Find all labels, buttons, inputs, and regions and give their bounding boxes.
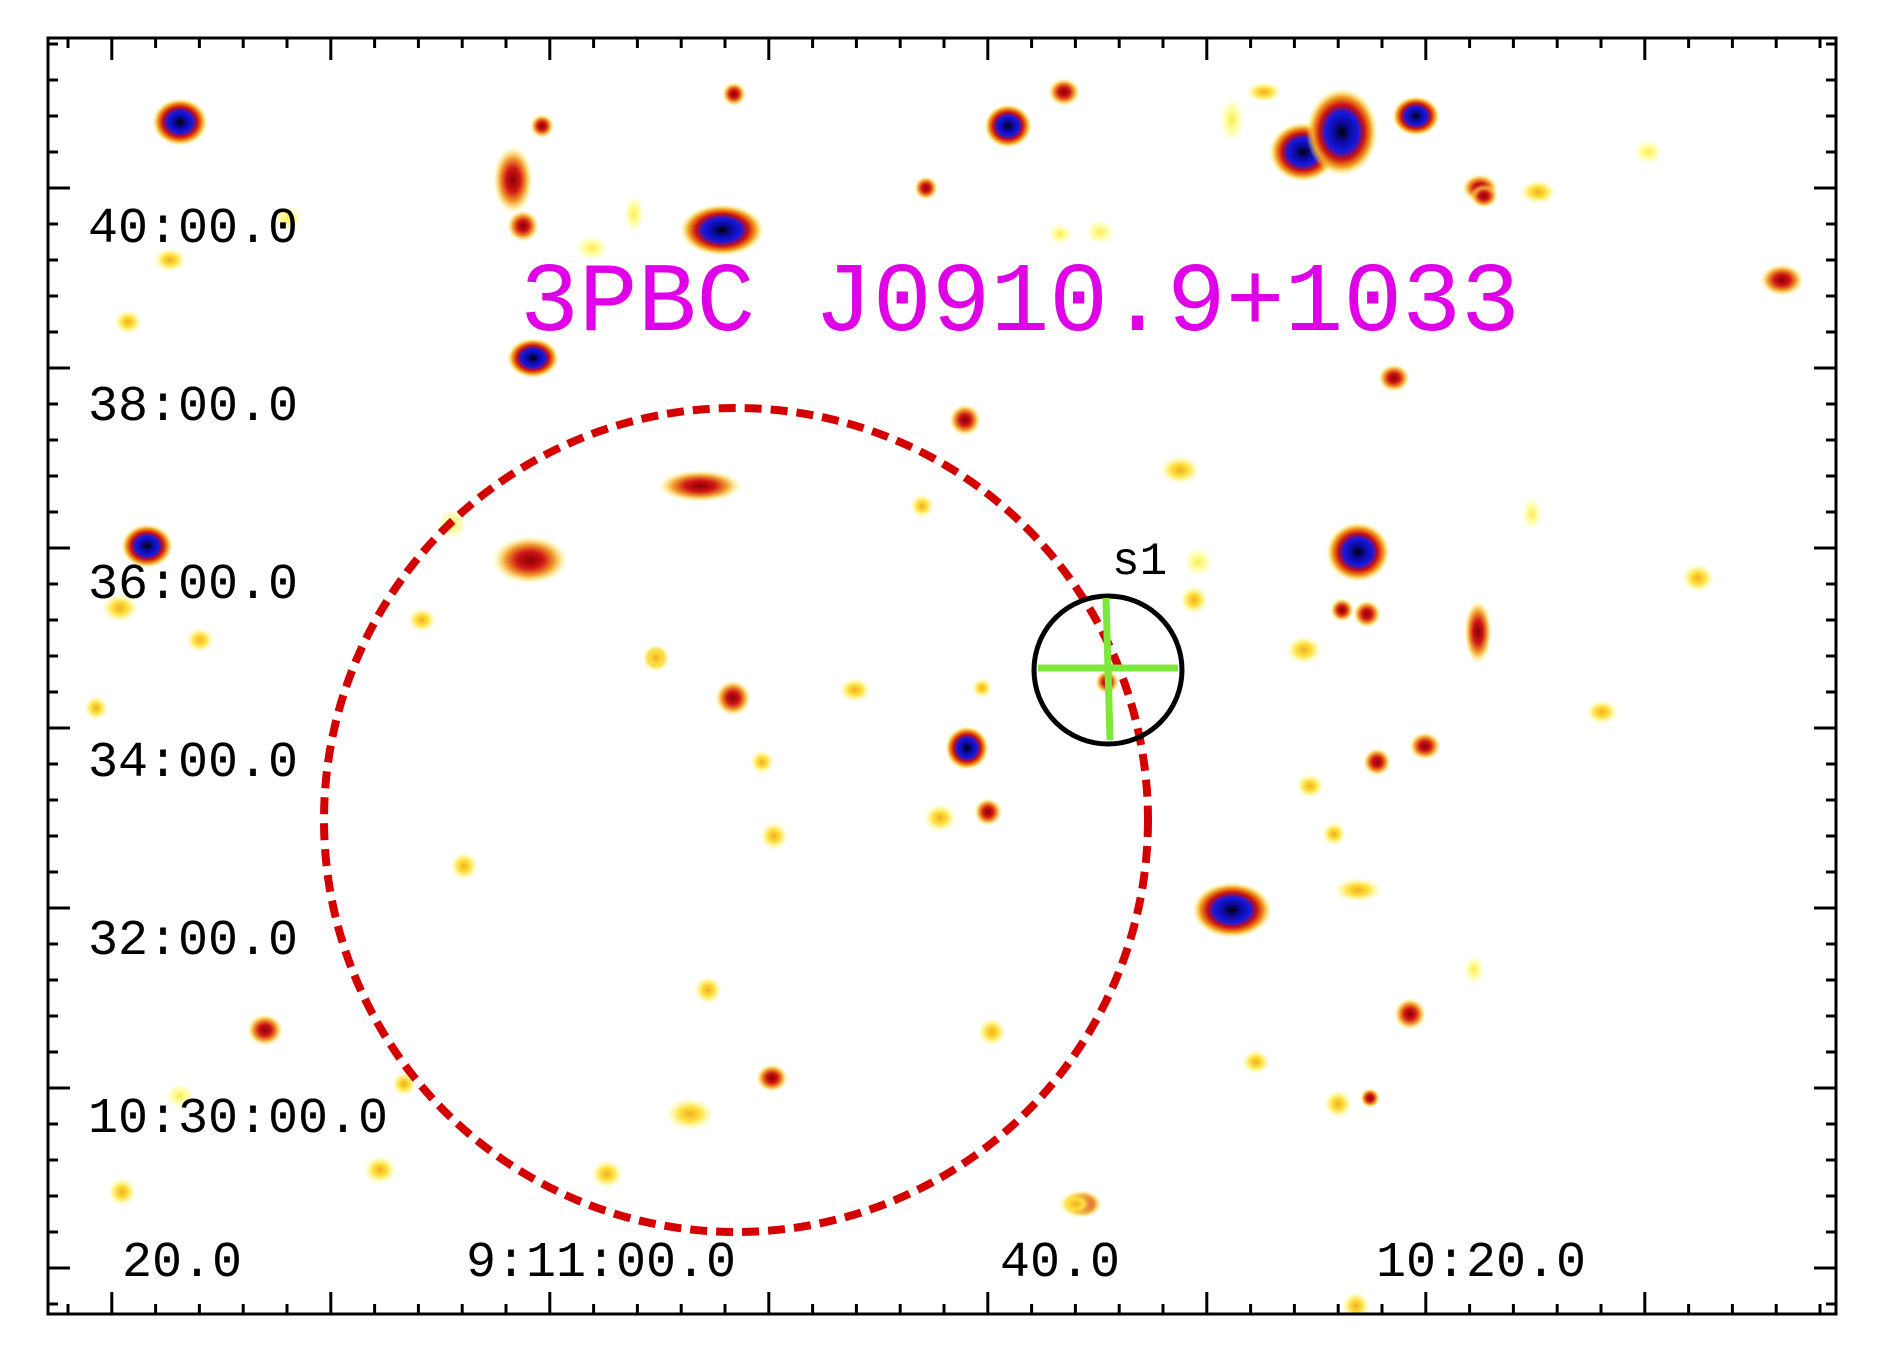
source-circle-s1 [1031,593,1185,747]
dec-label: 36:00.0 [88,557,298,614]
source-blob [1048,224,1072,244]
ra-label: 20.0 [122,1235,242,1292]
image-frame [46,36,1838,1316]
source-blob [1180,586,1208,614]
source-blob [1409,732,1441,760]
source-blob [1242,1050,1270,1074]
source-blob [1464,956,1484,984]
source-blob [591,1160,623,1188]
plot-title: 3PBC J0910.9+1033 [520,249,1520,360]
source-blob [166,1084,194,1108]
source-blob [1342,1292,1370,1314]
source-blob [1160,456,1200,484]
source-blob [658,470,742,502]
source-blob [1220,98,1244,142]
source-blob [1520,180,1556,204]
source-blob [1048,78,1080,106]
ra-label: 10:20.0 [1376,1235,1586,1292]
source-blob [1634,140,1662,164]
source-blob [1682,564,1714,592]
source-blob [364,1156,396,1184]
axis-ticks [48,38,1836,1314]
source-blob [1286,636,1322,664]
source-blob [910,494,934,518]
dec-label: 10:30:00.0 [88,1091,388,1148]
source-blob [1192,882,1272,938]
error-ellipse [320,404,1152,1236]
source-blob [450,852,478,880]
source-blob [108,1178,136,1206]
dec-label: 38:00.0 [88,379,298,436]
source-blob [914,176,938,200]
source-blob [756,1064,788,1092]
source-blob [1464,600,1492,664]
source-blob [1326,522,1390,582]
source-blob [154,248,186,272]
source-blob [1353,600,1381,628]
source-blob [114,310,142,334]
source-blob [507,210,539,242]
dec-label: 34:00.0 [88,735,298,792]
source-label-s1: s1 [1112,536,1167,588]
source-blob [576,236,608,260]
source-blob [1246,82,1282,102]
source-blob [102,594,138,622]
source-blob [1322,822,1346,846]
dec-label: 32:00.0 [88,913,298,970]
source-blob [666,1098,714,1130]
source-blob [530,114,554,138]
source-blob [760,822,788,850]
source-blob [1330,598,1354,622]
source-blob [1184,548,1212,576]
source-blob [1324,1090,1352,1118]
source-blob [493,146,533,214]
source-blob [84,696,108,720]
source-blob [492,536,568,584]
source-blob [984,104,1032,148]
source-blob [507,338,559,378]
source-blob [247,1014,283,1046]
source-blob [152,98,208,146]
source-blob [1392,96,1440,136]
source-blob [1306,88,1378,176]
source-blob [924,804,956,832]
source-blob [1334,878,1382,902]
source-blob [722,82,746,106]
source-blob [1363,748,1391,776]
source-blob [1470,184,1498,208]
source-blob [680,204,764,256]
source-blob [186,628,214,652]
source-blob [1378,364,1410,392]
source-blob [1086,220,1114,244]
source-blob [1058,1192,1094,1216]
source-blob [694,976,722,1004]
source-blob [1522,498,1542,530]
source-blob [121,524,173,568]
source-blob [949,404,981,436]
source-blob [945,726,989,770]
source-blob [1360,1088,1380,1108]
source-blob [1296,774,1324,798]
ra-label: 9:11:00.0 [466,1235,736,1292]
source-blob [978,1018,1006,1046]
source-blob [274,206,302,230]
source-blob [750,750,774,774]
source-blob [1586,700,1618,724]
source-blob [839,678,871,702]
source-blob [715,680,751,716]
source-blob [972,678,992,698]
source-blob [1394,998,1426,1030]
source-blob [624,196,644,232]
source-blob [642,644,670,672]
dec-label: 40:00.0 [88,201,298,258]
source-blob [408,608,436,632]
source-blob [1760,264,1804,296]
ra-label: 40.0 [1000,1235,1120,1292]
source-blob [974,798,1002,826]
